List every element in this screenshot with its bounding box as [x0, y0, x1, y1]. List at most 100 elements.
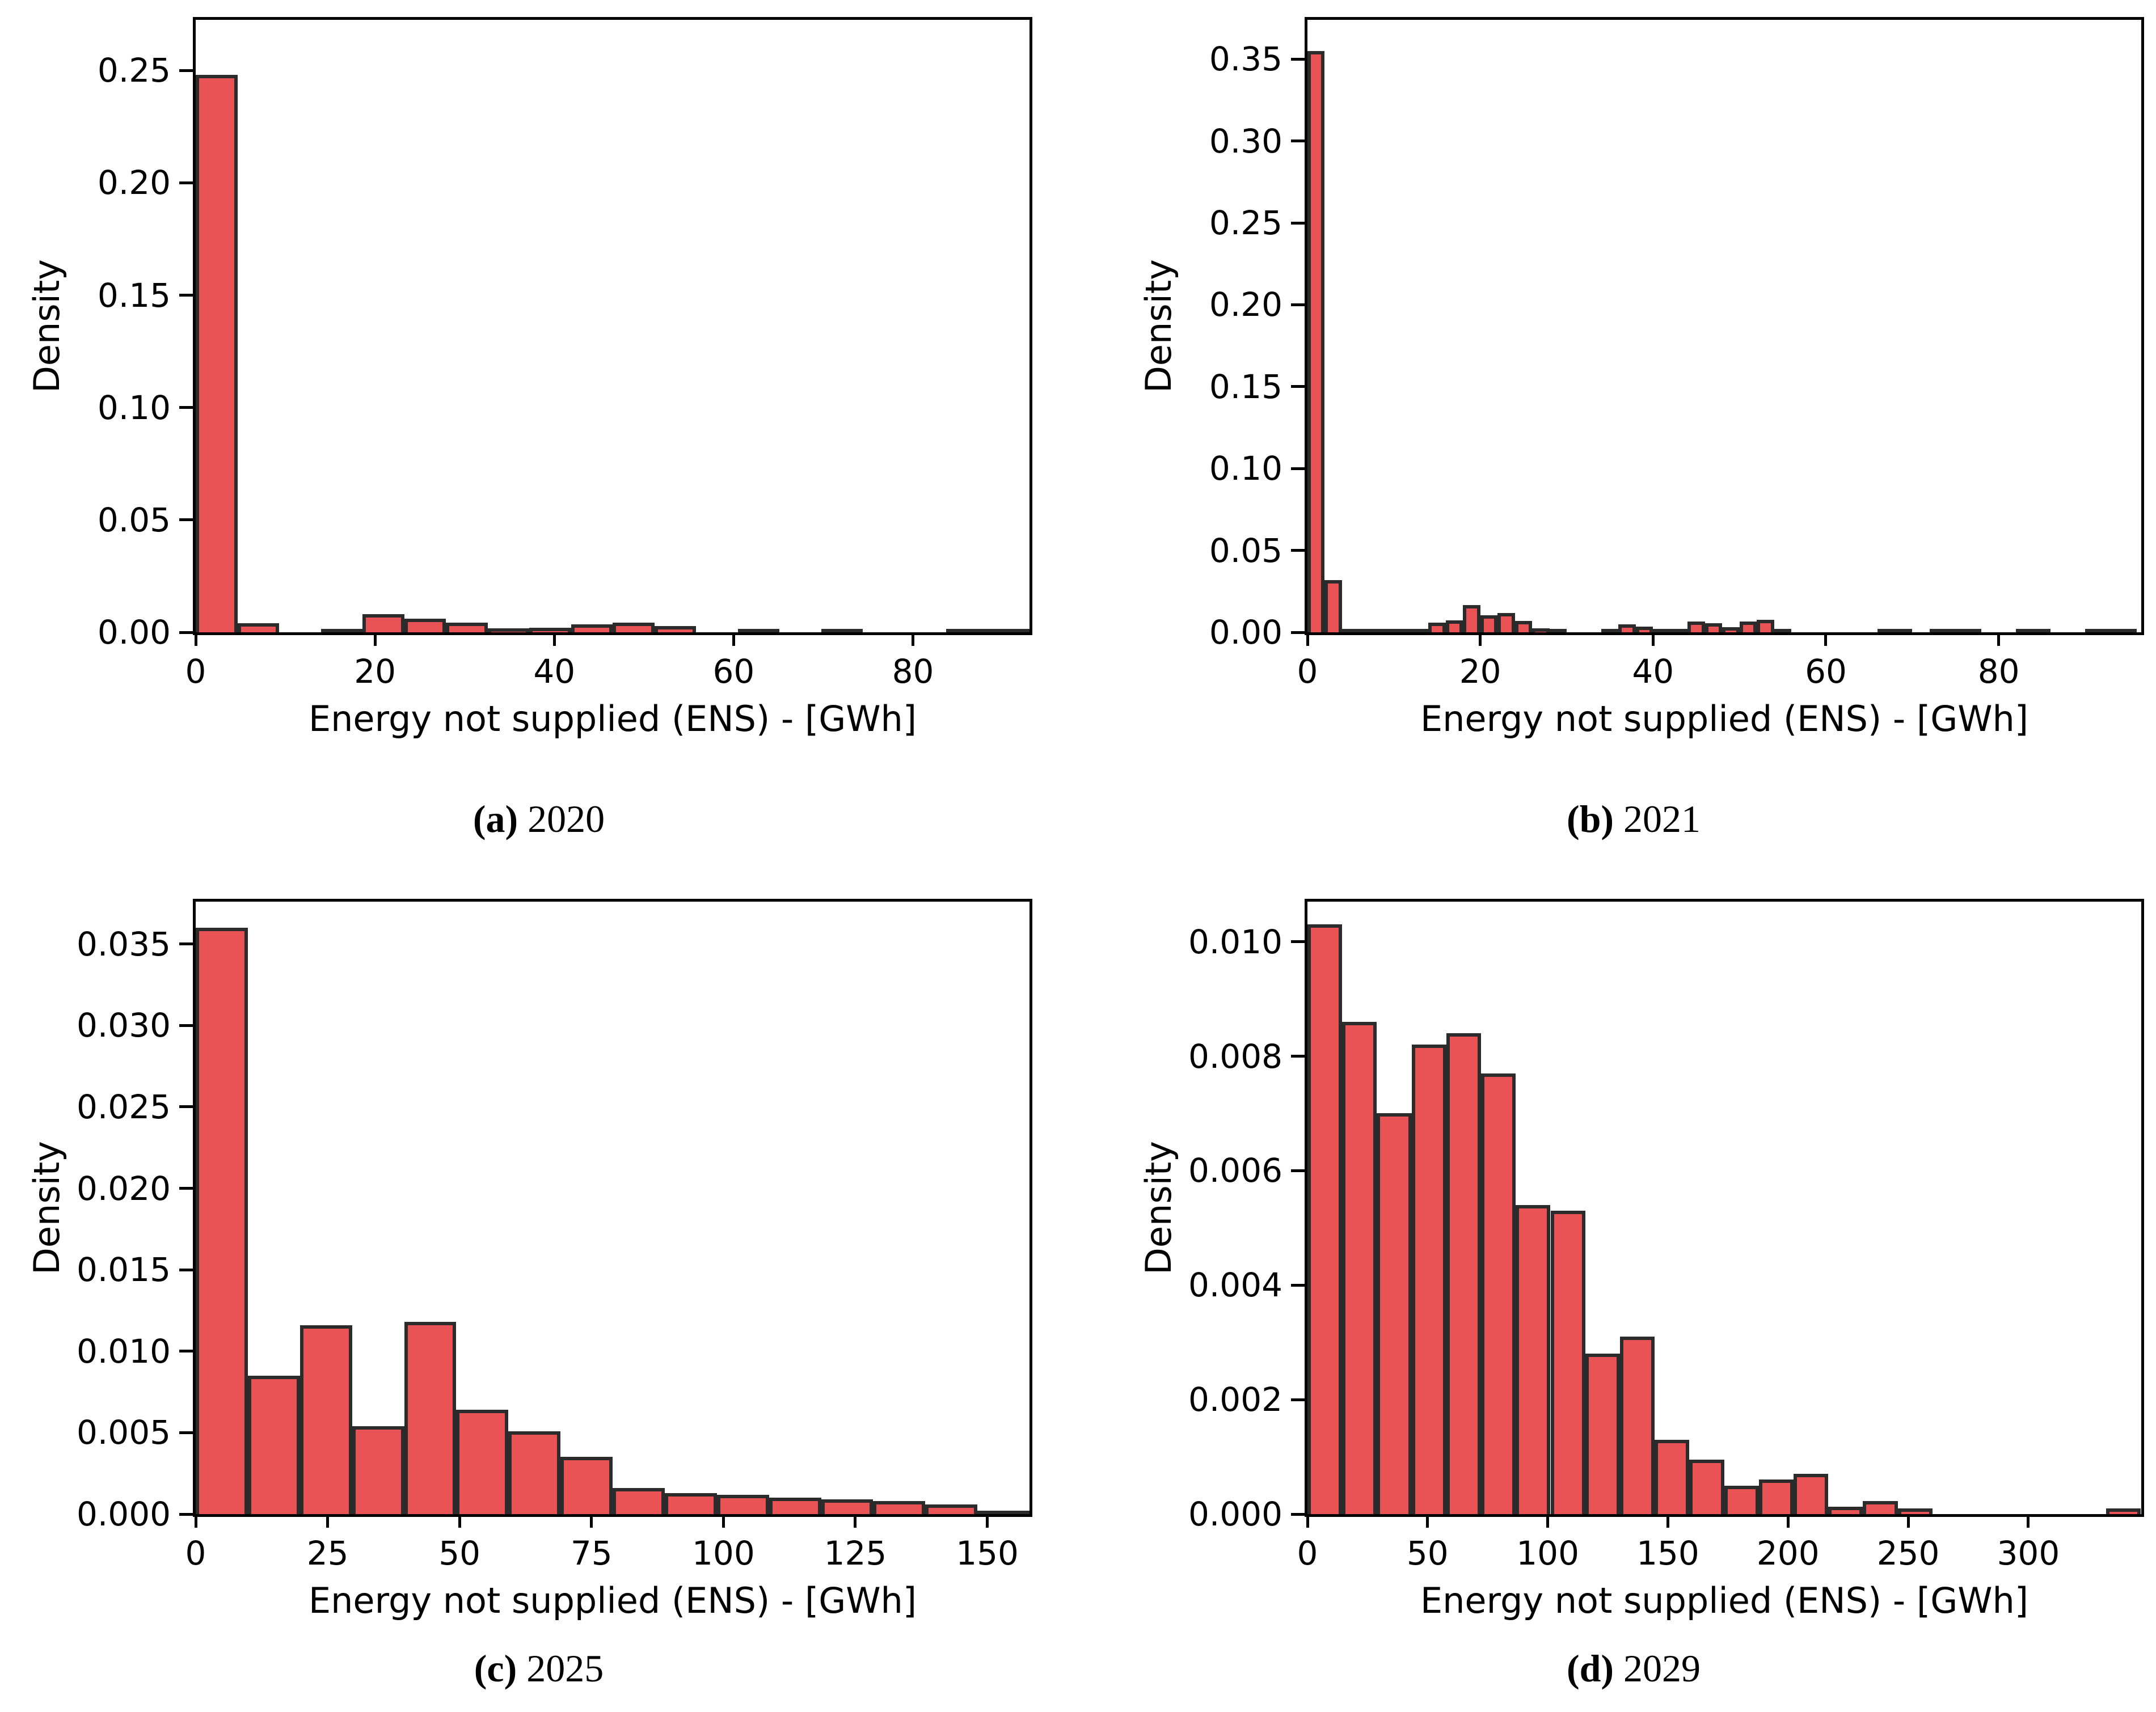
histogram-bar [1704, 623, 1723, 632]
y-tick-mark [1291, 1512, 1305, 1516]
subplot-c-caption-year: 2025 [526, 1647, 604, 1690]
histogram-bar [1897, 1508, 1933, 1514]
y-tick-label: 0.035 [76, 924, 171, 963]
histogram-bar [560, 1457, 613, 1514]
x-tick-mark [458, 1514, 461, 1528]
y-tick-mark [179, 181, 193, 184]
x-tick-label: 60 [712, 652, 755, 691]
histogram-bar [1724, 1485, 1759, 1514]
histogram-bar [1307, 924, 1343, 1514]
histogram-bar [873, 1501, 926, 1514]
histogram-bar [946, 629, 988, 632]
histogram-bar [1635, 626, 1653, 632]
histogram-bar [2106, 1508, 2141, 1514]
histogram-bar [299, 1325, 352, 1514]
y-tick-mark [179, 1512, 193, 1516]
histogram-bar [1446, 1033, 1482, 1514]
y-tick-label: 0.010 [1188, 922, 1282, 961]
y-tick-label: 0.004 [1188, 1266, 1282, 1305]
histogram-bar [1687, 622, 1705, 632]
histogram-bar [1653, 629, 1670, 632]
histogram-bar [613, 1488, 665, 1514]
y-tick-label: 0.05 [97, 500, 171, 539]
histogram-bar [1585, 1354, 1620, 1514]
x-tick-mark [1906, 1514, 1910, 1528]
histogram-bar [613, 623, 655, 632]
histogram-bar [1619, 1337, 1655, 1514]
x-tick-mark [1786, 1514, 1790, 1528]
y-tick-mark [179, 1268, 193, 1271]
x-tick-label: 100 [1516, 1534, 1579, 1572]
y-tick-mark [179, 1431, 193, 1434]
subplot-d-plot-area: Density Energy not supplied (ENS) - [GWh… [1138, 899, 2144, 1618]
histogram-bar [1895, 629, 1913, 632]
histogram-bar [1877, 629, 1895, 632]
y-tick-mark [1291, 221, 1305, 225]
subplot-c-caption: (c) 2025 [0, 1649, 1078, 1688]
histogram-bar [1342, 1021, 1377, 1514]
y-tick-label: 0.10 [97, 388, 171, 427]
y-tick-mark [1291, 385, 1305, 388]
histogram-bar [1411, 1045, 1446, 1514]
histogram-bar [1618, 624, 1636, 632]
x-tick-label: 150 [1636, 1534, 1699, 1572]
histogram-bar [1722, 627, 1740, 632]
subplot-b-caption-year: 2021 [1623, 797, 1701, 840]
subplot-c-x-axis-label: Energy not supplied (ENS) - [GWh] [308, 1580, 917, 1621]
histogram-bar [237, 623, 279, 632]
x-tick-mark [1666, 1514, 1669, 1528]
histogram-bar [1739, 622, 1757, 632]
y-tick-label: 0.15 [97, 276, 171, 315]
y-tick-mark [179, 69, 193, 72]
x-tick-label: 40 [533, 652, 576, 691]
histogram-bar [1794, 1474, 1829, 1514]
x-tick-mark [326, 1514, 330, 1528]
x-tick-mark [1426, 1514, 1429, 1528]
histogram-bar [1947, 629, 1964, 632]
histogram-bar [988, 629, 1030, 632]
subplot-b-caption-label: (b) [1566, 797, 1614, 840]
x-tick-label: 300 [1997, 1534, 2060, 1572]
subplot-c-y-axis-label: Density [26, 1141, 67, 1275]
x-tick-label: 25 [306, 1534, 349, 1572]
histogram-bar [529, 628, 571, 632]
histogram-bar [196, 75, 238, 632]
y-tick-label: 0.35 [1209, 40, 1282, 79]
x-tick-mark [1479, 632, 1482, 646]
y-tick-label: 0.020 [76, 1169, 171, 1208]
histogram-bar [1549, 629, 1567, 632]
y-tick-label: 0.030 [76, 1006, 171, 1045]
x-tick-label: 100 [692, 1534, 755, 1572]
subplot-b-caption: (b) 2021 [1112, 800, 2155, 838]
subplot-a-y-axis-label: Density [26, 259, 67, 393]
subplot-c-caption-label: (c) [474, 1647, 517, 1690]
x-tick-mark [1306, 1514, 1309, 1528]
y-tick-mark [179, 294, 193, 297]
y-tick-mark [1291, 1055, 1305, 1058]
histogram-bar [247, 1375, 300, 1514]
subplot-d-caption-year: 2029 [1623, 1647, 1701, 1690]
histogram-bar [1497, 613, 1515, 632]
histogram-bar [1480, 615, 1498, 632]
histogram-bar [1463, 605, 1480, 632]
x-tick-label: 75 [570, 1534, 613, 1572]
histogram-bar [1863, 1500, 1898, 1514]
y-tick-label: 0.30 [1209, 121, 1282, 160]
x-tick-label: 0 [1297, 652, 1318, 691]
subplot-a-caption: (a) 2020 [0, 800, 1078, 838]
histogram-bar [821, 1499, 874, 1514]
histogram-bar [1445, 620, 1463, 632]
histogram-bar [925, 1504, 978, 1514]
histogram-bar [1307, 50, 1325, 632]
x-tick-label: 20 [1459, 652, 1501, 691]
histogram-bar [2102, 629, 2120, 632]
x-tick-label: 60 [1805, 652, 1847, 691]
y-tick-label: 0.15 [1209, 367, 1282, 406]
histogram-bar [821, 629, 863, 632]
histogram-bar [769, 1498, 821, 1514]
y-tick-mark [1291, 140, 1305, 143]
y-tick-mark [1291, 940, 1305, 944]
histogram-bar [1532, 628, 1550, 632]
y-tick-label: 0.25 [1209, 204, 1282, 243]
